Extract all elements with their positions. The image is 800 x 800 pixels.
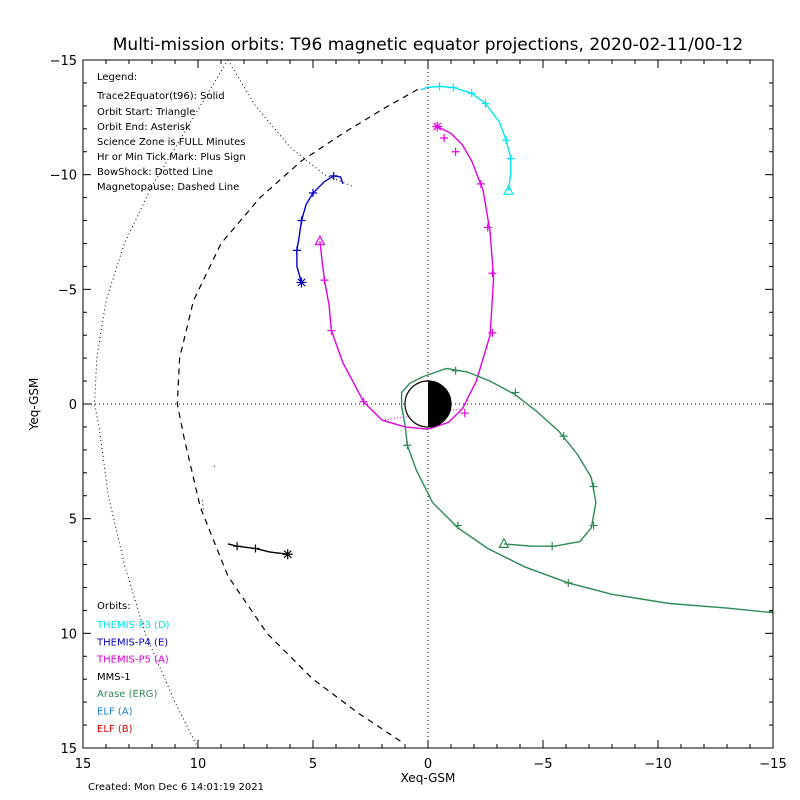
legend-line: BowShock: Dotted Line [97, 167, 213, 178]
arase-erg-tick-mark [559, 432, 568, 441]
themis-p5-a-tick-mark [327, 326, 336, 335]
x-tick-label: 5 [309, 757, 317, 772]
themis-p4-e-tick-mark [309, 189, 317, 198]
themis-p5-a-end-asterisk [432, 121, 443, 132]
mission-legend-item: THEMIS-P5 (A) [96, 655, 169, 666]
mission-legend-item: THEMIS-P4 (E) [96, 637, 168, 648]
y-axis-label: Yeq-GSM [27, 378, 41, 432]
arase-erg-tick-mark [769, 607, 773, 616]
arase-erg-tick-mark [564, 578, 573, 587]
y-tick-label: −10 [50, 169, 77, 184]
chart-title: Multi-mission orbits: T96 magnetic equat… [113, 35, 744, 55]
themis-p5-a-tick-mark [451, 147, 460, 156]
arase-erg-tick-mark [548, 542, 557, 551]
themis-p5-a-tick-mark [476, 179, 485, 188]
legend-line: Trace2Equator(t96): Solid [96, 91, 225, 102]
orbits-heading: Orbits: [97, 601, 131, 612]
themis-p3-d-tick-mark [481, 99, 490, 108]
themis-p3-d-tick-mark [435, 82, 444, 91]
bowshock-fragment [213, 465, 216, 469]
arase-erg-tick-mark [403, 441, 412, 450]
earth-symbol [404, 380, 452, 428]
themis-p5-a-tick-mark [320, 276, 329, 285]
legend-line: Orbit Start: Triangle [97, 107, 195, 118]
x-tick-label: 10 [190, 757, 207, 772]
themis-p5-a-tick-mark [460, 409, 469, 418]
y-tick-label: 5 [69, 513, 77, 528]
boundary-layer [93, 60, 422, 748]
arase-erg-start-triangle [498, 537, 510, 548]
mms-1-end-asterisk [282, 549, 293, 560]
y-tick-label: −5 [58, 283, 77, 298]
arase-erg-tick-mark [511, 388, 520, 397]
mission-legend-item: ELF (B) [97, 724, 133, 735]
legend-line: Magnetopause: Dashed Line [97, 182, 239, 193]
created-timestamp: Created: Mon Dec 6 14:01:19 2021 [88, 782, 264, 793]
x-tick-label: −10 [644, 757, 671, 772]
x-tick-label: −5 [533, 757, 552, 772]
earth-night-side [428, 381, 451, 427]
themis-p3-d-start-triangle [503, 184, 514, 195]
themis-p5-a-tick-mark [483, 223, 492, 232]
x-tick-label: 0 [424, 757, 432, 772]
x-tick-label: −15 [759, 757, 786, 772]
arase-erg-tick-mark [589, 482, 598, 491]
legend-heading: Legend: [97, 72, 137, 83]
mms-1-tick-mark [251, 544, 260, 553]
themis-p5-a-orbit-line [319, 125, 495, 430]
magnetopause-line [176, 86, 422, 742]
mission-legend-item: ELF (A) [97, 707, 133, 718]
x-axis-ticks: 15 10 5 0 −5 −10 −15 [75, 60, 787, 772]
legend-line: Science Zone is FULL Minutes [97, 137, 246, 148]
orbit-layer [227, 82, 773, 616]
bowshock-fragment [202, 500, 204, 510]
arase-erg-tick-mark [451, 366, 460, 375]
legend-box: Legend: Trace2Equator(t96): Solid Orbit … [96, 72, 246, 193]
themis-p4-e-end-asterisk [296, 277, 307, 288]
themis-p3-d-tick-mark [449, 83, 458, 92]
y-tick-label: −15 [50, 54, 77, 69]
themis-p4-e-tick-mark [292, 246, 301, 255]
mms-1-tick-mark [233, 542, 242, 551]
themis-p3-d-tick-mark [467, 89, 476, 98]
orbit-legend: Orbits: THEMIS-P3 (D) THEMIS-P4 (E) THEMIS… [96, 601, 170, 735]
mission-legend-item: THEMIS-P3 (D) [96, 620, 170, 631]
x-axis-label: Xeq-GSM [401, 771, 456, 785]
themis-p5-a-tick-mark [488, 269, 497, 278]
themis-p4-e-tick-mark [297, 216, 306, 225]
mission-legend-item: Arase (ERG) [97, 689, 158, 700]
themis-p4-e-tick-mark [329, 171, 338, 180]
y-axis-ticks: −15 −10 −5 0 5 10 15 [50, 54, 773, 757]
y-tick-label: 15 [60, 742, 77, 757]
mission-legend-item: MMS-1 [97, 672, 131, 683]
themis-p3-d-tick-mark [502, 136, 511, 145]
arase-erg-orbit-line [400, 367, 773, 614]
x-tick-label: 15 [75, 757, 92, 772]
legend-line: Hr or Min Tick Mark: Plus Sign [97, 152, 246, 163]
arase-erg-tick-mark [453, 521, 462, 530]
arase-erg-tick-mark [589, 521, 598, 530]
themis-p5-a-tick-mark [359, 397, 368, 406]
legend-line: Orbit End: Asterisk [97, 122, 191, 133]
y-tick-label: 0 [69, 398, 77, 413]
themis-p5-a-tick-mark [440, 133, 449, 142]
themis-p5-a-tick-mark [488, 328, 497, 337]
themis-p3-d-tick-mark [506, 154, 515, 163]
themis-p5-a-start-triangle [314, 234, 326, 246]
y-tick-label: 10 [60, 627, 77, 642]
